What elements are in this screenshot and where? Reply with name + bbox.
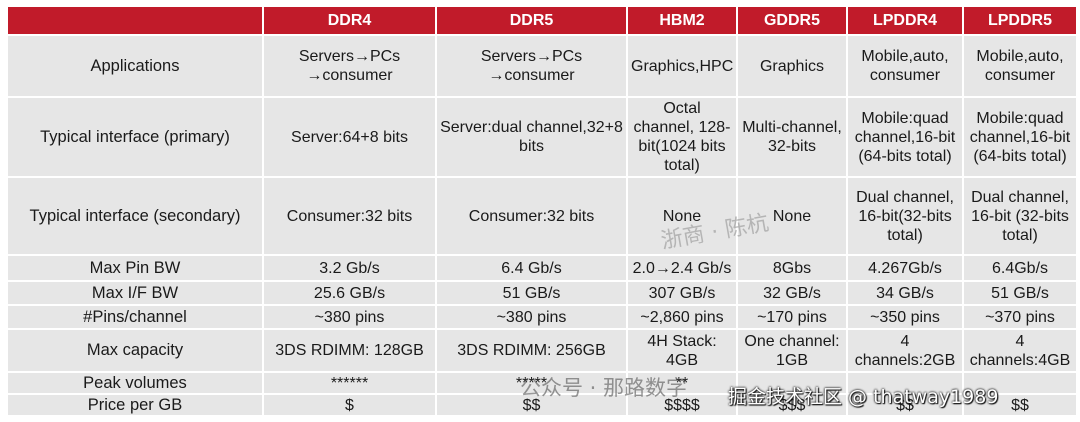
- table-cell: Dual channel, 16-bit(32-bits total): [846, 176, 964, 256]
- table-cell: Servers→PCs →consumer: [435, 34, 628, 98]
- table-cell: $: [262, 393, 437, 417]
- table-cell: ******: [262, 371, 437, 395]
- table-row: Typical interface (primary) Server:64+8 …: [6, 96, 1078, 178]
- table-cell: One channel: 1GB: [736, 328, 848, 373]
- table-cell: ~170 pins: [736, 304, 848, 330]
- row-label: #Pins/channel: [6, 304, 264, 330]
- memory-comparison-table: DDR4 DDR5 HBM2 GDDR5 LPDDR4 LPDDR5 Appli…: [6, 5, 1078, 417]
- table-cell: [846, 371, 964, 395]
- table-cell: $$: [846, 393, 964, 417]
- table-cell: Mobile:quad channel,16-bit (64-bits tota…: [962, 96, 1078, 178]
- header-gddr5: GDDR5: [736, 5, 848, 36]
- table-cell: $$$$: [626, 393, 738, 417]
- table-cell: [962, 371, 1078, 395]
- table-cell: Multi-channel, 32-bits: [736, 96, 848, 178]
- table-row: Applications Servers→PCs →consumer Serve…: [6, 34, 1078, 98]
- table-header: DDR4 DDR5 HBM2 GDDR5 LPDDR4 LPDDR5: [6, 5, 1078, 36]
- table-cell: 4H Stack: 4GB: [626, 328, 738, 373]
- header-row: DDR4 DDR5 HBM2 GDDR5 LPDDR4 LPDDR5: [6, 5, 1078, 36]
- table-cell: 4 channels:4GB: [962, 328, 1078, 373]
- table-body: Applications Servers→PCs →consumer Serve…: [6, 34, 1078, 417]
- table-cell: 34 GB/s: [846, 280, 964, 306]
- header-hbm2: HBM2: [626, 5, 738, 36]
- table-cell: 3DS RDIMM: 128GB: [262, 328, 437, 373]
- row-label: Price per GB: [6, 393, 264, 417]
- table-cell: *****: [435, 371, 628, 395]
- row-label: Max capacity: [6, 328, 264, 373]
- table-cell: 32 GB/s: [736, 280, 848, 306]
- table-cell: 4 channels:2GB: [846, 328, 964, 373]
- table-cell: 3.2 Gb/s: [262, 254, 437, 282]
- row-label: Max Pin BW: [6, 254, 264, 282]
- table-cell: Servers→PCs →consumer: [262, 34, 437, 98]
- table-cell: 4.267Gb/s: [846, 254, 964, 282]
- table-row: Max capacity 3DS RDIMM: 128GB 3DS RDIMM:…: [6, 328, 1078, 373]
- header-ddr4: DDR4: [262, 5, 437, 36]
- table-cell: 3DS RDIMM: 256GB: [435, 328, 628, 373]
- table-row: Max Pin BW 3.2 Gb/s 6.4 Gb/s 2.0→2.4 Gb/…: [6, 254, 1078, 282]
- header-ddr5: DDR5: [435, 5, 628, 36]
- table-cell: 307 GB/s: [626, 280, 738, 306]
- table-cell: ~350 pins: [846, 304, 964, 330]
- table-cell: Dual channel, 16-bit (32-bits total): [962, 176, 1078, 256]
- row-label: Typical interface (secondary): [6, 176, 264, 256]
- row-label: Max I/F BW: [6, 280, 264, 306]
- table-cell: ~2,860 pins: [626, 304, 738, 330]
- table-row: Max I/F BW 25.6 GB/s 51 GB/s 307 GB/s 32…: [6, 280, 1078, 306]
- row-label: Peak volumes: [6, 371, 264, 395]
- table-row: Typical interface (secondary) Consumer:3…: [6, 176, 1078, 256]
- table-cell: Server:dual channel,32+8 bits: [435, 96, 628, 178]
- table-cell: $$: [962, 393, 1078, 417]
- header-lpddr4: LPDDR4: [846, 5, 964, 36]
- table-row: #Pins/channel ~380 pins ~380 pins ~2,860…: [6, 304, 1078, 330]
- table-cell: Consumer:32 bits: [262, 176, 437, 256]
- table-cell: Server:64+8 bits: [262, 96, 437, 178]
- table-cell: ~380 pins: [435, 304, 628, 330]
- table-cell: Graphics: [736, 34, 848, 98]
- table-cell: 25.6 GB/s: [262, 280, 437, 306]
- table-row: Price per GB $ $$ $$$$ $$$ $$ $$: [6, 393, 1078, 417]
- table-cell: [736, 371, 848, 395]
- table-cell: None: [736, 176, 848, 256]
- table-cell: Mobile,auto, consumer: [846, 34, 964, 98]
- row-label: Typical interface (primary): [6, 96, 264, 178]
- table-cell: Octal channel, 128-bit(1024 bits total): [626, 96, 738, 178]
- table-cell: 8Gbs: [736, 254, 848, 282]
- table-row: Peak volumes ****** ***** **: [6, 371, 1078, 395]
- table-cell: 2.0→2.4 Gb/s: [626, 254, 738, 282]
- table-cell: 51 GB/s: [962, 280, 1078, 306]
- table-cell: Mobile:quad channel,16-bit (64-bits tota…: [846, 96, 964, 178]
- table-cell: Mobile,auto, consumer: [962, 34, 1078, 98]
- table-cell: $$$: [736, 393, 848, 417]
- table-cell: ~370 pins: [962, 304, 1078, 330]
- header-lpddr5: LPDDR5: [962, 5, 1078, 36]
- table-cell: None: [626, 176, 738, 256]
- table-cell: $$: [435, 393, 628, 417]
- table-cell: 6.4 Gb/s: [435, 254, 628, 282]
- table-cell: Consumer:32 bits: [435, 176, 628, 256]
- table-cell: ~380 pins: [262, 304, 437, 330]
- table-cell: **: [626, 371, 738, 395]
- row-label: Applications: [6, 34, 264, 98]
- table-cell: 51 GB/s: [435, 280, 628, 306]
- header-corner: [6, 5, 264, 36]
- table-cell: Graphics,HPC: [626, 34, 738, 98]
- table-cell: 6.4Gb/s: [962, 254, 1078, 282]
